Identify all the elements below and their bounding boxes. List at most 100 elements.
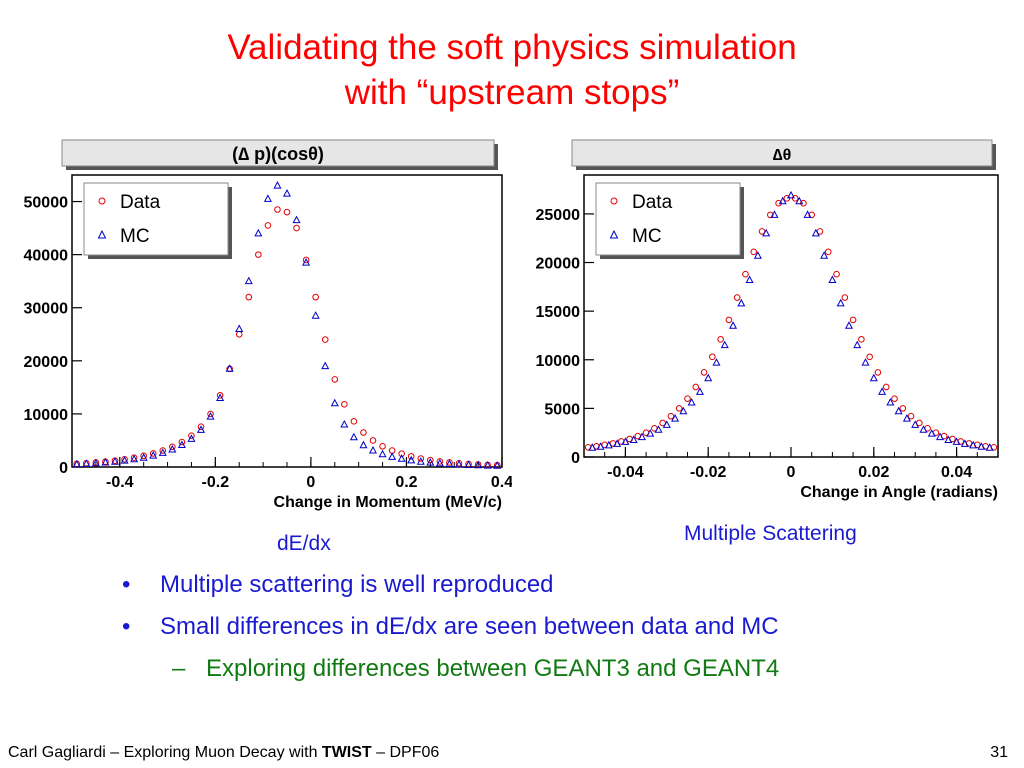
legend-label-data: Data [632,192,673,213]
point-mc [368,445,378,454]
point-mc [803,210,812,218]
point-data [360,429,367,436]
point-data [709,353,716,361]
point-mc [795,196,804,205]
chart-title: (∆ p)(cosθ) [232,144,324,164]
point-mc [662,420,671,428]
point-data [350,418,358,425]
point-data [169,443,176,451]
point-mc [464,460,473,468]
scattering-chart: ∆θ 0 5000 10000 15000 20000 25000 -0.04 -0.02 0 0.… [536,139,999,501]
point-mc [977,442,986,450]
point-mc [828,275,837,284]
point-mc [712,358,721,366]
point-data [833,270,840,278]
point-mc [911,420,920,428]
point-data [874,369,882,376]
y-tick-label: 5000 [544,401,580,418]
point-data [858,336,865,343]
point-data [824,248,832,256]
point-mc [483,461,492,469]
point-mc [762,228,771,237]
point-mc [969,440,978,449]
point-mc [687,397,696,406]
bullet-text: Small differences in dE/dx are seen betw… [160,613,779,640]
legend-box [83,182,229,256]
point-data [149,450,157,457]
point-data [667,412,675,420]
point-data [675,405,683,412]
point-data [800,199,807,207]
legend-marker-mc [609,229,619,239]
caption-scattering: Multiple Scattering [684,522,857,545]
point-mc [168,444,177,453]
point-mc [493,461,502,469]
footer-prefix: Carl Gagliardi – Exploring Muon Decay wi… [8,744,322,761]
x-tick-label: -0.02 [690,464,727,481]
point-mc [853,340,862,349]
point-mc [349,432,358,441]
point-mc [836,298,845,307]
point-mc [330,398,339,407]
point-mc [985,443,994,451]
point-mc [474,460,483,469]
x-tick-label: 0 [306,474,315,491]
point-data [750,248,758,256]
point-mc [435,458,444,467]
legend-marker-data [610,197,618,205]
point-data [436,458,444,465]
point-mc [596,442,605,450]
point-mc [263,194,272,202]
point-mc [654,425,663,433]
x-tick-label: -0.4 [106,474,134,491]
point-data [907,412,915,420]
point-data [841,294,849,301]
point-mc [273,181,282,189]
point-mc [778,196,787,205]
point-mc [902,414,911,422]
point-mc [770,210,779,218]
y-tick-label: 20000 [24,354,69,371]
point-mc [745,275,754,284]
point-data [417,455,425,462]
point-mc [613,439,622,447]
slide-title-line1: Validating the soft physics simulation [227,28,797,67]
point-data [293,224,300,232]
sub-bullet-text: Exploring differences between GEANT3 and… [206,655,780,682]
point-mc [378,449,387,458]
point-data [331,376,339,383]
dedx-chart: (∆ p)(cosθ) 0 10000 20000 30000 40000 50000 -0.… [24,139,512,511]
x-tick-label: 0.2 [395,474,417,491]
point-data [140,452,147,460]
point-mc [629,435,638,443]
x-tick-label: 0.02 [858,464,889,481]
x-tick-label: 0.4 [491,474,512,491]
point-mc [225,364,234,372]
point-data [866,353,873,361]
point-data [207,410,214,418]
point-mc [729,321,738,329]
point-data [321,336,329,343]
point-mc [254,228,263,237]
point-mc [960,439,969,447]
point-mc [454,459,464,468]
bullet-dot: • [122,613,131,640]
point-mc [388,452,397,460]
point-mc [753,251,762,259]
point-mc [216,393,225,401]
y-tick-label: 10000 [536,353,581,370]
point-data [849,316,857,324]
point-mc [944,435,953,443]
legend-label-mc: MC [120,226,150,247]
bullet-dot: • [122,571,131,598]
point-mc [139,453,148,461]
point-mc [82,459,91,467]
point-mc [621,437,630,445]
point-data [245,293,253,301]
point-data [369,437,377,444]
point-mc [886,397,895,406]
point-data [684,395,691,402]
point-data [692,383,700,391]
point-mc [786,190,796,199]
point-mc [359,440,368,449]
